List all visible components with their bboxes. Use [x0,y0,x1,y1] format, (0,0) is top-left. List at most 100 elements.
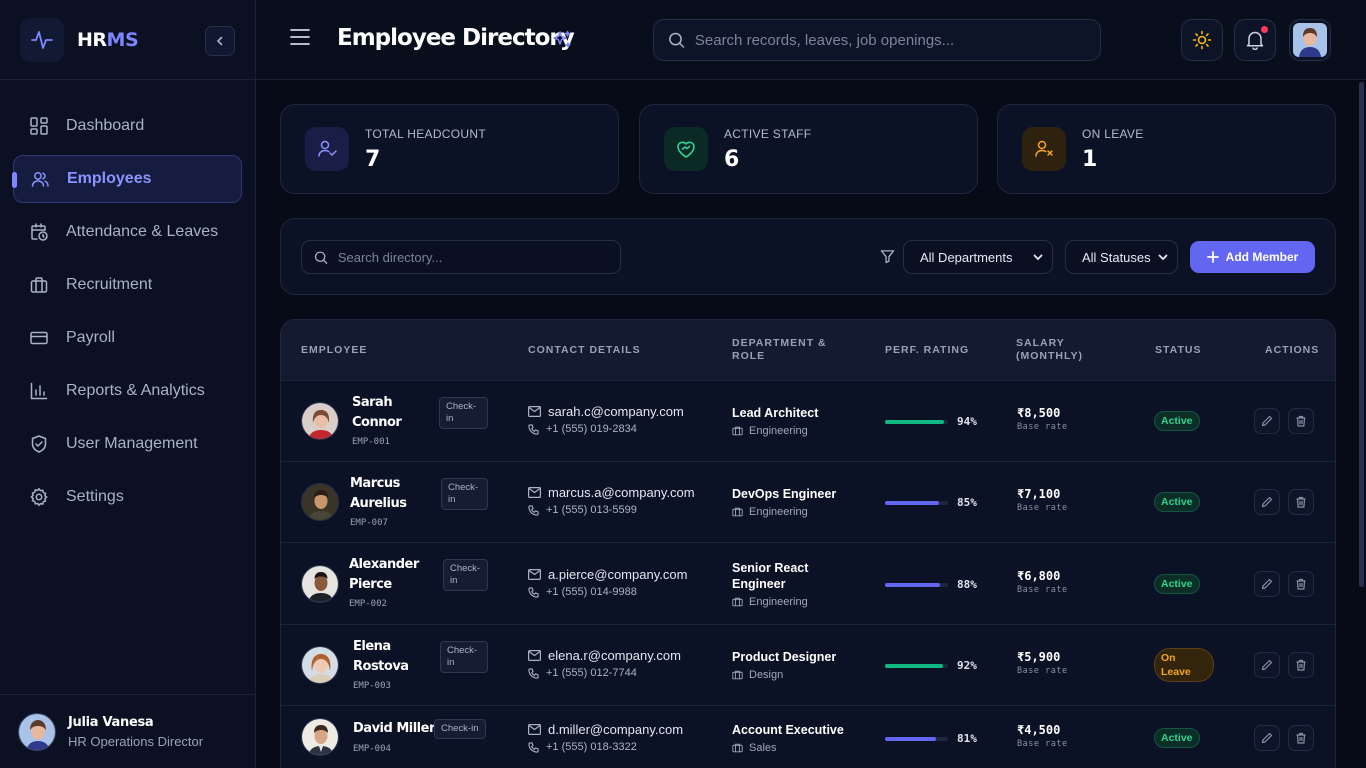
rating-value: 81% [957,732,977,745]
profile-avatar-button[interactable] [1289,19,1331,61]
sidebar-item-dashboard[interactable]: Dashboard [13,102,242,150]
trash-icon [1296,578,1306,590]
employee-phone: +1 (555) 018-3322 [546,741,637,753]
pencil-icon [1261,732,1273,744]
check-in-badge[interactable]: Check-in [440,641,488,673]
briefcase-icon [30,277,48,293]
check-in-badge[interactable]: Check-in [439,397,488,429]
employee-role: Product Designer Design [732,650,837,681]
salary-amount: ₹4,500 [1017,723,1061,737]
directory-search-input[interactable] [337,249,620,265]
pencil-icon [1261,659,1273,671]
status-badge: Active [1154,574,1200,594]
employee-id: EMP-002 [349,599,387,609]
global-search[interactable] [653,19,1101,61]
sidebar-item-payroll[interactable]: Payroll [13,314,242,362]
employee-department: Engineering [749,425,808,437]
performance-rating: 85% [885,496,977,509]
sidebar-item-label: Attendance & Leaves [66,223,219,240]
status-select-value: All Statuses [1082,249,1151,265]
table-row[interactable]: David Miller EMP-004 Check-in d.miller@c… [281,705,1335,768]
page-scrollbar[interactable] [1359,82,1364,587]
hamburger-menu-button[interactable] [290,28,310,51]
calendar-clock-icon [31,223,48,241]
delete-button[interactable] [1288,652,1314,678]
employee-name: Elena Rostova [353,639,409,674]
rating-value: 94% [957,415,977,428]
check-in-badge[interactable]: Check-in [441,478,488,510]
avatar [301,402,339,440]
trash-icon [1296,732,1306,744]
salary-base-rate: Base rate [1017,666,1068,676]
rating-bar-fill [885,500,939,505]
employee-email: sarah.c@company.com [548,404,684,419]
salary: ₹6,800 Base rate [1017,569,1068,595]
sidebar-item-employees[interactable]: Employees [12,155,242,203]
column-header-perf: PERF. RATING [885,344,970,356]
salary-base-rate: Base rate [1017,739,1068,749]
delete-button[interactable] [1288,489,1314,515]
trash-icon [1296,415,1306,427]
table-row[interactable]: Elena Rostova EMP-003 Check-in elena.r@co… [281,624,1335,705]
sidebar-item-reports[interactable]: Reports & Analytics [13,367,242,415]
delete-button[interactable] [1288,725,1314,751]
theme-toggle-button[interactable] [1181,19,1223,61]
stat-label: ON LEAVE [1082,126,1144,141]
stat-card-total-headcount: TOTAL HEADCOUNT 7 [280,104,619,194]
contact-details: d.miller@company.com +1 (555) 018-3322 [528,722,683,753]
rating-value: 92% [957,659,977,672]
mail-icon [528,724,541,735]
department-select[interactable]: All Departments [903,240,1053,274]
employee-id: EMP-003 [353,681,391,691]
edit-button[interactable] [1254,571,1280,597]
rating-bar-fill [885,663,943,668]
pencil-icon [1261,578,1273,590]
employee-name: David Miller [353,721,435,736]
chevron-down-icon [1158,254,1168,261]
performance-rating: 94% [885,415,977,428]
edit-button[interactable] [1254,489,1280,515]
employee-phone: +1 (555) 019-2834 [546,423,637,435]
avatar [301,483,339,521]
check-in-badge[interactable]: Check-in [434,719,486,739]
contact-details: elena.r@company.com +1 (555) 012-7744 [528,648,681,679]
stat-card-on-leave: ON LEAVE 1 [997,104,1336,194]
check-in-badge[interactable]: Check-in [443,559,488,591]
notifications-button[interactable] [1234,19,1276,61]
delete-button[interactable] [1288,408,1314,434]
sidebar-item-settings[interactable]: Settings [13,473,242,521]
directory-search[interactable] [301,240,621,274]
edit-button[interactable] [1254,408,1280,434]
sidebar-item-attendance[interactable]: Attendance & Leaves [13,208,242,256]
sidebar-item-label: Employees [67,170,152,187]
table-row[interactable]: Alexander Pierce EMP-002 Check-in a.pierc… [281,542,1335,624]
status-badge: Active [1154,492,1200,512]
sidebar-item-label: Payroll [66,329,115,346]
salary-amount: ₹8,500 [1017,406,1061,420]
sidebar-item-user-management[interactable]: User Management [13,420,242,468]
mail-icon [528,487,541,498]
current-user-card[interactable]: Julia Vanesa HR Operations Director [0,694,255,768]
table-row[interactable]: Sarah Connor EMP-001 Check-in sarah.c@com… [281,380,1335,461]
edit-button[interactable] [1254,652,1280,678]
user-check-icon [305,127,349,171]
briefcase-icon [732,743,743,753]
chevron-left-icon [216,36,223,46]
employee-email: marcus.a@company.com [548,485,695,500]
sidebar-item-label: Dashboard [66,117,145,134]
delete-button[interactable] [1288,571,1314,597]
global-search-input[interactable] [694,31,1100,49]
briefcase-icon [732,670,743,680]
sidebar-nav: Dashboard Employees Attendance & Leaves … [0,80,255,521]
briefcase-icon [732,507,743,517]
column-header-department: DEPARTMENT & ROLE [732,337,827,362]
table-row[interactable]: Marcus Aurelius EMP-007 Check-in marcus.a… [281,461,1335,542]
sidebar-item-recruitment[interactable]: Recruitment [13,261,242,309]
add-member-button[interactable]: Add Member [1190,241,1315,273]
salary-base-rate: Base rate [1017,422,1068,432]
status-badge: On Leave [1154,648,1214,682]
add-member-label: Add Member [1225,250,1299,264]
edit-button[interactable] [1254,725,1280,751]
status-select[interactable]: All Statuses [1065,240,1178,274]
collapse-sidebar-button[interactable] [205,26,235,56]
